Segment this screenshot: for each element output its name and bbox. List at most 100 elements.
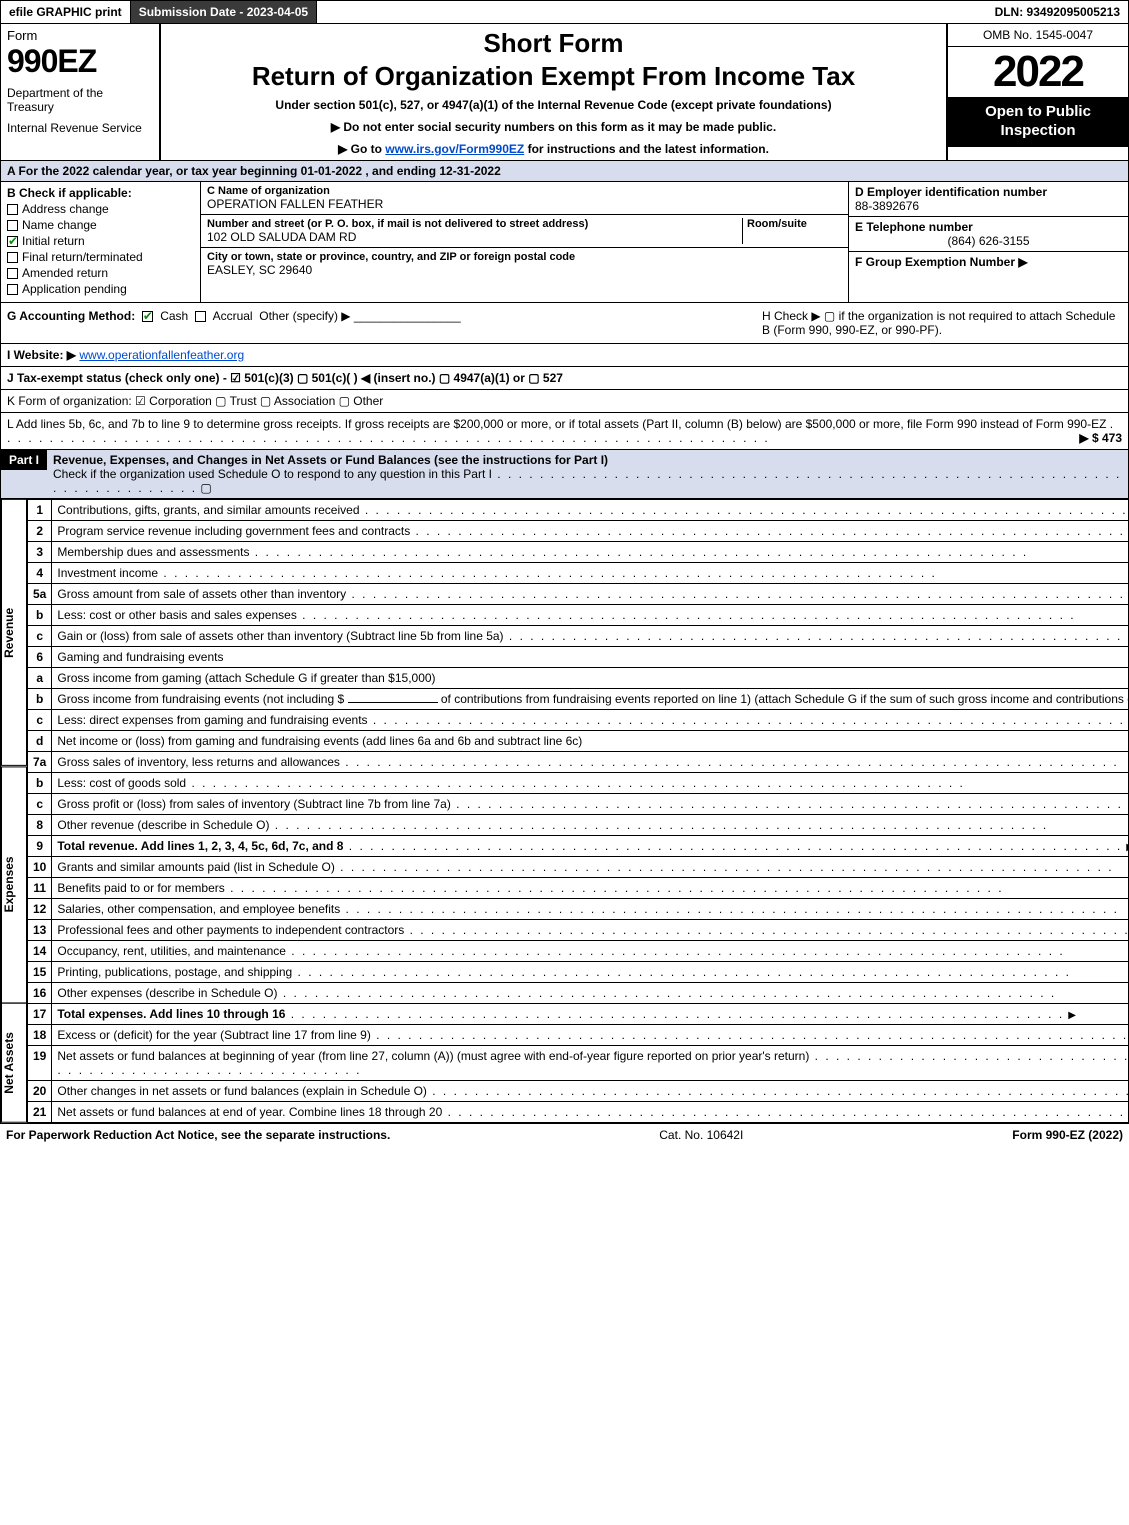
group-exemption-label: F Group Exemption Number ▶ <box>855 255 1028 269</box>
line-15: 15Printing, publications, postage, and s… <box>28 962 1129 983</box>
part-1-check-text: Check if the organization used Schedule … <box>53 467 492 481</box>
cash-label: Cash <box>160 309 188 323</box>
cb-amended-return[interactable]: Amended return <box>7 266 194 280</box>
line-6a: aGross income from gaming (attach Schedu… <box>28 668 1129 689</box>
line-5a: 5aGross amount from sale of assets other… <box>28 584 1129 605</box>
line-6b: bGross income from fundraising events (n… <box>28 689 1129 710</box>
side-revenue: Revenue <box>1 499 27 766</box>
footer-left: For Paperwork Reduction Act Notice, see … <box>6 1128 390 1142</box>
line-2: 2Program service revenue including gover… <box>28 521 1129 542</box>
short-form-title: Short Form <box>169 28 938 59</box>
org-name: OPERATION FALLEN FEATHER <box>207 197 842 211</box>
form-number: 990EZ <box>7 43 153 80</box>
line-6c: cLess: direct expenses from gaming and f… <box>28 710 1129 731</box>
line-3: 3Membership dues and assessments30 <box>28 542 1129 563</box>
cb-initial-return-label: Initial return <box>22 234 85 248</box>
cb-accrual[interactable] <box>195 311 206 322</box>
section-j: J Tax-exempt status (check only one) - ☑… <box>0 367 1129 390</box>
line-5b: bLess: cost or other basis and sales exp… <box>28 605 1129 626</box>
city-label: City or town, state or province, country… <box>207 251 842 263</box>
website-link[interactable]: www.operationfallenfeather.org <box>79 348 244 362</box>
section-k: K Form of organization: ☑ Corporation ▢ … <box>0 390 1129 413</box>
section-f: F Group Exemption Number ▶ <box>849 252 1128 272</box>
line-17: 17Total expenses. Add lines 10 through 1… <box>28 1004 1129 1025</box>
cb-name-change-label: Name change <box>22 218 97 232</box>
phone: (864) 626-3155 <box>855 234 1122 248</box>
header-goto: ▶ Go to www.irs.gov/Form990EZ for instru… <box>169 142 938 156</box>
line-4: 4Investment income40 <box>28 563 1129 584</box>
street-label: Number and street (or P. O. box, if mail… <box>207 218 742 230</box>
line-20: 20Other changes in net assets or fund ba… <box>28 1081 1129 1102</box>
top-bar: efile GRAPHIC print Submission Date - 20… <box>0 0 1129 24</box>
tax-year: 2022 <box>948 47 1128 97</box>
cb-initial-return[interactable]: Initial return <box>7 234 194 248</box>
page-footer: For Paperwork Reduction Act Notice, see … <box>0 1124 1129 1146</box>
section-b-label: B Check if applicable: <box>7 186 194 200</box>
header-left: Form 990EZ Department of the Treasury In… <box>1 24 161 160</box>
part-1-check-box[interactable]: ▢ <box>200 481 211 495</box>
section-a-tax-year: A For the 2022 calendar year, or tax yea… <box>0 161 1129 182</box>
line-7b: bLess: cost of goods sold7b0 <box>28 773 1129 794</box>
goto-pre: ▶ Go to <box>338 142 385 156</box>
efile-print[interactable]: efile GRAPHIC print <box>1 1 131 23</box>
city-row: City or town, state or province, country… <box>201 248 848 280</box>
ein: 88-3892676 <box>855 199 1122 213</box>
section-g: G Accounting Method: Cash Accrual Other … <box>7 309 742 337</box>
side-netassets: Net Assets <box>1 1003 27 1123</box>
cb-amended-return-label: Amended return <box>22 266 108 280</box>
tax-exempt-status: J Tax-exempt status (check only one) - ☑… <box>7 371 563 385</box>
part-1-header: Part I Revenue, Expenses, and Changes in… <box>0 450 1129 499</box>
section-i: I Website: ▶ www.operationfallenfeather.… <box>0 344 1129 367</box>
cb-final-return-label: Final return/terminated <box>22 250 143 264</box>
org-name-label: C Name of organization <box>207 185 842 197</box>
return-title: Return of Organization Exempt From Incom… <box>169 61 938 92</box>
form-word: Form <box>7 28 153 43</box>
org-name-row: C Name of organization OPERATION FALLEN … <box>201 182 848 215</box>
side-expenses: Expenses <box>1 766 27 1003</box>
line-6d: dNet income or (loss) from gaming and fu… <box>28 731 1129 752</box>
ein-label: D Employer identification number <box>855 185 1122 199</box>
section-gh: G Accounting Method: Cash Accrual Other … <box>0 303 1129 344</box>
section-e: E Telephone number (864) 626-3155 <box>849 217 1128 252</box>
section-l-amount: ▶ $ 473 <box>1079 431 1122 445</box>
line-11: 11Benefits paid to or for members110 <box>28 878 1129 899</box>
line-7c: cGross profit or (loss) from sales of in… <box>28 794 1129 815</box>
open-inspection: Open to Public Inspection <box>948 97 1128 147</box>
city: EASLEY, SC 29640 <box>207 263 842 277</box>
dept-treasury: Department of the Treasury <box>7 86 153 115</box>
other-label: Other (specify) ▶ <box>259 309 350 323</box>
line-5c: cGain or (loss) from sale of assets othe… <box>28 626 1129 647</box>
room-label: Room/suite <box>747 218 842 230</box>
cb-name-change[interactable]: Name change <box>7 218 194 232</box>
line-6: 6Gaming and fundraising events <box>28 647 1129 668</box>
accrual-label: Accrual <box>213 309 253 323</box>
section-d: D Employer identification number 88-3892… <box>849 182 1128 217</box>
submission-date: Submission Date - 2023-04-05 <box>131 1 317 23</box>
cb-address-change[interactable]: Address change <box>7 202 194 216</box>
line-1: 1Contributions, gifts, grants, and simil… <box>28 500 1129 521</box>
side-labels: Revenue Expenses Net Assets <box>1 499 27 1123</box>
accounting-method-label: G Accounting Method: <box>7 309 135 323</box>
line-12: 12Salaries, other compensation, and empl… <box>28 899 1129 920</box>
header-ssn-warning: ▶ Do not enter social security numbers o… <box>169 120 938 134</box>
lines-table: 1Contributions, gifts, grants, and simil… <box>27 499 1129 1123</box>
irs-link[interactable]: www.irs.gov/Form990EZ <box>385 142 524 156</box>
section-def: D Employer identification number 88-3892… <box>848 182 1128 302</box>
cb-final-return[interactable]: Final return/terminated <box>7 250 194 264</box>
section-l-text: L Add lines 5b, 6c, and 7b to line 9 to … <box>7 417 1106 431</box>
cb-cash[interactable] <box>142 311 153 322</box>
cb-address-change-label: Address change <box>22 202 109 216</box>
part-1-title: Revenue, Expenses, and Changes in Net As… <box>47 450 1128 498</box>
header-right: OMB No. 1545-0047 2022 Open to Public In… <box>948 24 1128 160</box>
cb-application-pending[interactable]: Application pending <box>7 282 194 296</box>
section-h: H Check ▶ ▢ if the organization is not r… <box>762 309 1122 337</box>
line-9: 9Total revenue. Add lines 1, 2, 3, 4, 5c… <box>28 836 1129 857</box>
street: 102 OLD SALUDA DAM RD <box>207 230 742 244</box>
line-10: 10Grants and similar amounts paid (list … <box>28 857 1129 878</box>
line-18: 18Excess or (deficit) for the year (Subt… <box>28 1025 1129 1046</box>
part-1-title-text: Revenue, Expenses, and Changes in Net As… <box>53 453 608 467</box>
line-8: 8Other revenue (describe in Schedule O)8… <box>28 815 1129 836</box>
section-bcdef: B Check if applicable: Address change Na… <box>0 182 1129 303</box>
part-1-label: Part I <box>1 450 47 470</box>
section-l: L Add lines 5b, 6c, and 7b to line 9 to … <box>0 413 1129 450</box>
